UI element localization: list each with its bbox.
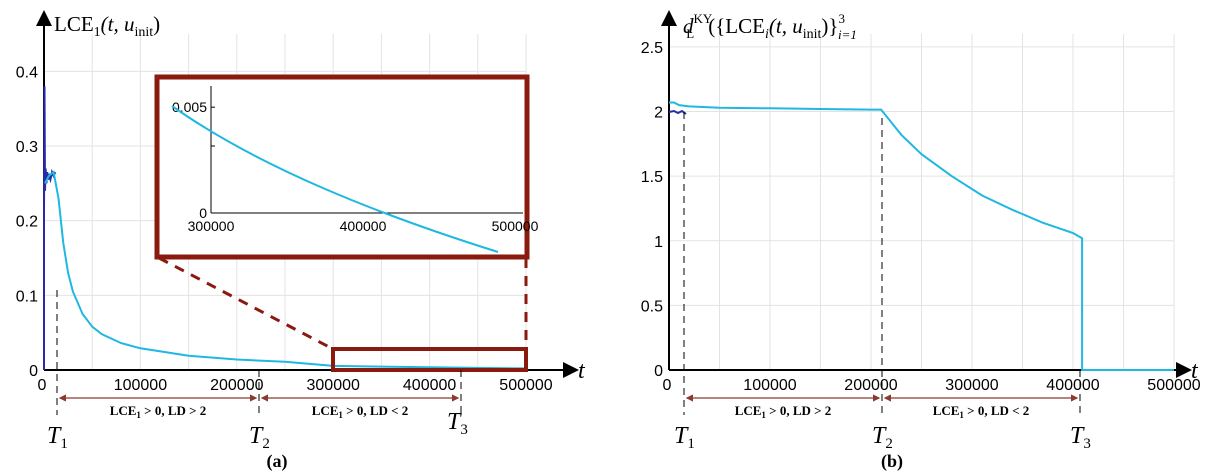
panel-b-region-1-label: LCE1 > 0, LD > 2 bbox=[735, 403, 832, 420]
y-tick-label: 2 bbox=[654, 105, 663, 122]
panel-b-series bbox=[669, 101, 1174, 371]
panel-a-caption: (a) bbox=[267, 451, 288, 472]
x-tick-label: 200000 bbox=[210, 377, 263, 394]
panel-a-inset: 300000 400000 500000 0 0.005 bbox=[154, 74, 539, 260]
panel-a-zoom-region bbox=[331, 347, 528, 372]
y-tick-label: 0.4 bbox=[16, 64, 38, 81]
panel-a-x-ticks: 0 100000 200000 300000 400000 500000 bbox=[38, 377, 553, 394]
inset-x-tick-label: 500000 bbox=[492, 218, 539, 234]
y-tick-label: 0.1 bbox=[16, 288, 38, 305]
inset-y-tick-label: 0 bbox=[199, 205, 207, 221]
panel-b-x-ticks: 0 100000 200000 300000 400000 500000 bbox=[663, 377, 1201, 394]
panel-b-grid bbox=[669, 34, 1175, 370]
panel-b-series-early bbox=[668, 109, 687, 115]
panel-b-y-ticks: 0 0.5 1 1.5 2 2.5 bbox=[641, 40, 663, 380]
x-tick-label: 0 bbox=[38, 377, 47, 394]
y-tick-label: 0.3 bbox=[16, 139, 38, 156]
panel-a-t1-label: T1 bbox=[47, 423, 68, 452]
x-tick-label: 400000 bbox=[1046, 377, 1099, 394]
panel-a-region-1-label: LCE1 > 0, LD > 2 bbox=[110, 403, 207, 420]
x-tick-label: 500000 bbox=[499, 377, 552, 394]
panel-b-y-axis-title: dKY L ({LCEi(t, uinit)}3 i=1 bbox=[683, 11, 857, 42]
y-tick-label: 1 bbox=[654, 234, 663, 251]
panel-a-t3-label: T3 bbox=[447, 409, 468, 438]
inset-x-tick-label: 300000 bbox=[188, 218, 235, 234]
panel-a-series bbox=[44, 170, 527, 370]
panel-a-t2-label: T2 bbox=[249, 423, 270, 452]
panel-a-zoom-link-left bbox=[158, 256, 334, 351]
panel-a-inset-series bbox=[171, 105, 499, 253]
y-tick-label: 0.5 bbox=[641, 298, 663, 315]
panel-a-chart: LCE1(t, uinit) t 0 0.1 0.2 0.3 0.4 0 100000 20… bbox=[16, 10, 586, 472]
x-tick-label: 0 bbox=[663, 377, 672, 394]
panel-b-t2-label: T2 bbox=[872, 423, 893, 452]
panel-b-caption: (b) bbox=[881, 451, 903, 472]
panel-a-y-ticks: 0 0.1 0.2 0.3 0.4 bbox=[16, 64, 38, 380]
inset-x-tick-label: 400000 bbox=[340, 218, 387, 234]
x-tick-label: 400000 bbox=[403, 377, 456, 394]
y-tick-label: 1.5 bbox=[641, 169, 663, 186]
panel-b-t1-label: T1 bbox=[674, 423, 695, 452]
panel-b-t3-label: T3 bbox=[1070, 423, 1091, 452]
x-tick-label: 300000 bbox=[945, 377, 998, 394]
panel-a-inset-ticks: 300000 400000 500000 0 0.005 bbox=[172, 99, 539, 234]
panel-a-x-axis-title: t bbox=[578, 358, 586, 384]
y-tick-label: 0.2 bbox=[16, 214, 38, 231]
panel-a-region-2-label: LCE1 > 0, LD < 2 bbox=[312, 403, 409, 420]
x-tick-label: 500000 bbox=[1147, 377, 1200, 394]
y-tick-label: 2.5 bbox=[641, 40, 663, 57]
panel-b-chart: dKY L ({LCEi(t, uinit)}3 i=1 t 0 0.5 1 1.5 2 2.5… bbox=[641, 10, 1201, 472]
panel-b-region-2-label: LCE1 > 0, LD < 2 bbox=[933, 403, 1030, 420]
x-tick-label: 200000 bbox=[844, 377, 897, 394]
panel-a-y-axis-title: LCE1(t, uinit) bbox=[54, 12, 160, 40]
inset-y-tick-label: 0.005 bbox=[172, 99, 207, 115]
panel-b-x-axis-title: t bbox=[1191, 358, 1199, 384]
x-tick-label: 300000 bbox=[307, 377, 360, 394]
x-tick-label: 100000 bbox=[743, 377, 796, 394]
panel-a-inset-frame bbox=[154, 74, 530, 260]
x-tick-label: 100000 bbox=[114, 377, 167, 394]
panel-a-series-early bbox=[43, 86, 57, 370]
y-tick-label: 0 bbox=[654, 363, 663, 380]
y-tick-label: 0 bbox=[29, 363, 38, 380]
